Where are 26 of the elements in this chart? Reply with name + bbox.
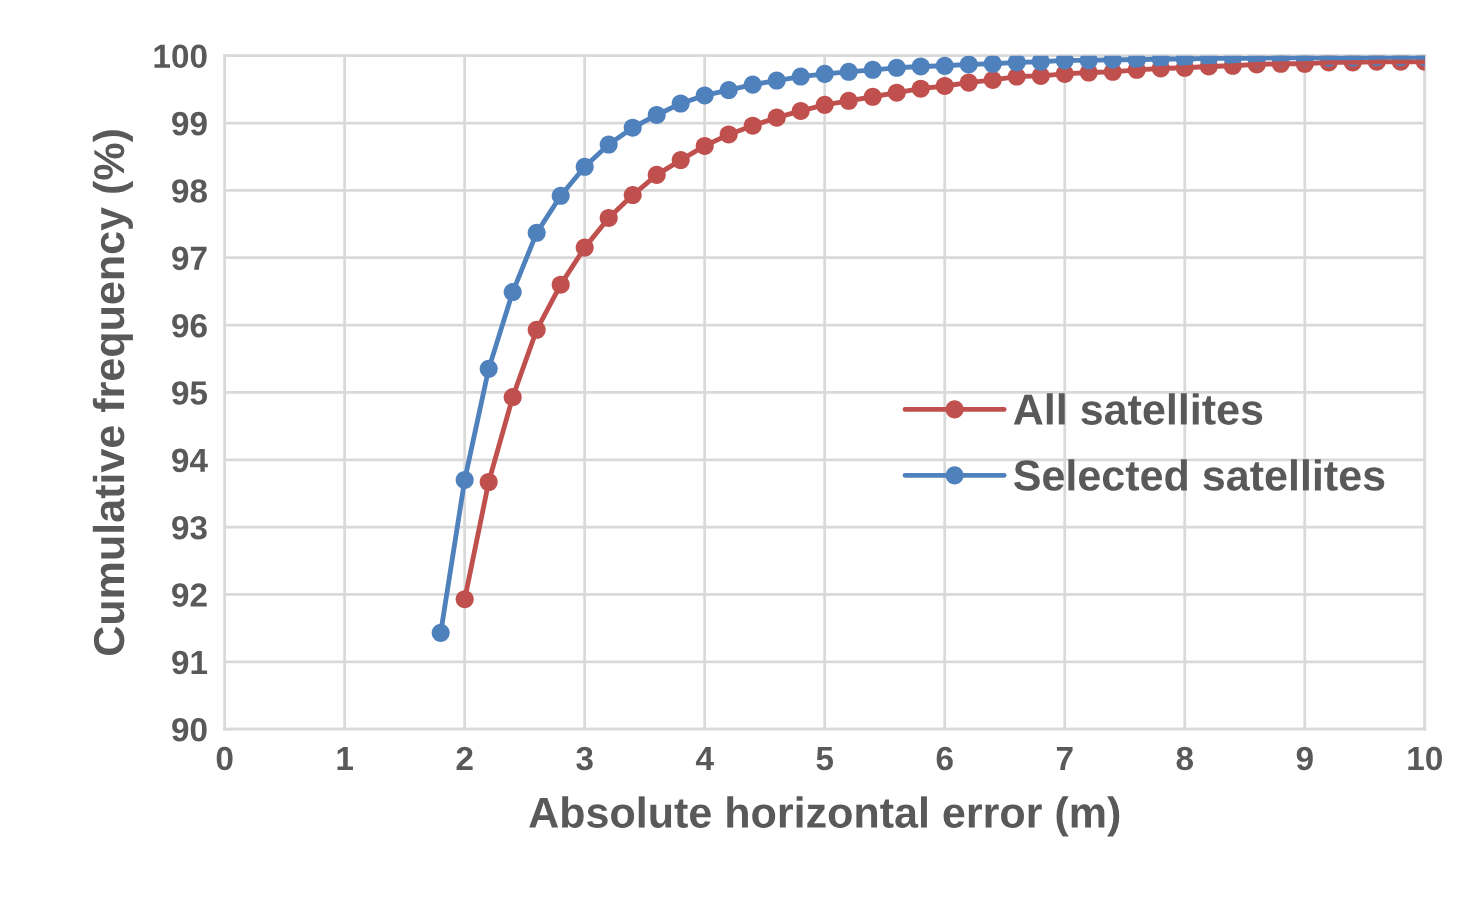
x-tick-label: 6: [936, 746, 953, 771]
x-tick-label: 1: [337, 747, 354, 770]
x-tick-label: 5: [816, 747, 834, 771]
legend-label: All satellites: [1013, 393, 1263, 425]
x-axis-title: Absolute horizontal error (m): [529, 796, 1120, 837]
x-tick-label: 7: [1056, 747, 1073, 770]
y-tick-label: 98: [172, 179, 207, 203]
y-tick-label: 97: [172, 246, 207, 271]
y-tick-label: 95: [172, 381, 208, 405]
y-tick-label: 91: [172, 650, 208, 675]
x-tick-label: 10: [1408, 746, 1442, 771]
x-tick-label: 0: [216, 746, 233, 771]
x-tick-label: 2: [456, 746, 473, 770]
y-tick-label: 90: [172, 717, 207, 742]
y-tick-label: 94: [172, 448, 208, 473]
y-axis-title: Cumulative frequency (%): [92, 130, 133, 656]
y-tick-label: 93: [172, 515, 207, 540]
x-tick-label: 3: [576, 746, 593, 771]
y-tick-label: 92: [172, 583, 207, 607]
y-tick-label: 100: [154, 44, 207, 69]
y-tick-label: 99: [172, 111, 207, 136]
x-tick-label: 9: [1296, 746, 1313, 771]
x-tick-label: 8: [1176, 746, 1194, 771]
legend-label: Selected satellites: [1013, 459, 1385, 491]
y-tick-label: 96: [172, 313, 207, 338]
x-tick-label: 4: [695, 747, 714, 770]
